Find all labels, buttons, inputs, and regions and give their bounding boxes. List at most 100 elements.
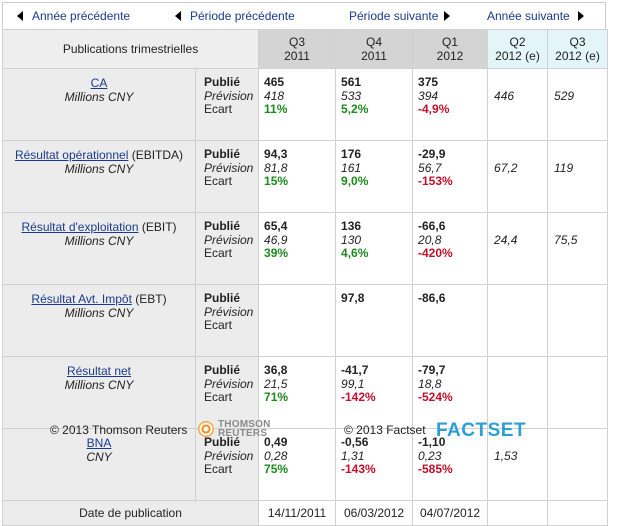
actual-cell: 94,3 81,8 15%: [258, 140, 337, 213]
forecast-value: [341, 306, 412, 320]
value-kind-label: Prévision: [204, 448, 254, 463]
publication-date-label: Date de publication: [1, 500, 260, 526]
triangle-left-icon: [17, 11, 23, 21]
triangle-right-icon: [577, 11, 584, 21]
gap-value: 71%: [264, 390, 289, 404]
published-value: 65,4: [264, 219, 288, 233]
forecast-value: 533: [341, 88, 362, 103]
period-year: 2012 (e): [555, 49, 600, 63]
forecast-value: 21,5: [264, 376, 288, 391]
value-kind-label: Prévision: [204, 160, 254, 175]
value-kind-label: Prévision: [204, 304, 254, 319]
actual-cell: -29,9 56,7 -153%: [412, 140, 489, 213]
actual-cell: -86,6: [412, 284, 489, 357]
actual-cell: 465 418 11%: [258, 68, 337, 141]
value-kind-label: Ecart: [204, 318, 233, 332]
value-kind-label: Prévision: [204, 232, 254, 247]
value-kind-label: Publié: [204, 363, 241, 377]
triangle-left-icon: [175, 11, 181, 21]
publication-date-row: Date de publication 14/11/2011 06/03/2012 0…: [1, 500, 609, 526]
published-value: 375: [418, 75, 439, 89]
value-kind-label: Prévision: [204, 88, 254, 103]
published-value: -29,9: [418, 147, 446, 161]
next-year-link[interactable]: Année suivante: [487, 9, 584, 23]
value-kind-label: Ecart: [204, 390, 233, 404]
estimate-cell: [547, 356, 609, 429]
metric-unit: Millions CNY: [64, 234, 134, 248]
published-value: 176: [341, 147, 362, 161]
published-value: -41,7: [341, 363, 369, 377]
previous-period-link[interactable]: Période précédente: [175, 9, 295, 23]
gap-value: 15%: [264, 174, 289, 188]
metric-suffix: (EBIT): [138, 220, 177, 234]
value-kind-label: Publié: [204, 147, 241, 161]
published-value: -1,10: [418, 435, 446, 449]
published-value: 94,3: [264, 147, 288, 161]
period-year: 2012 (e): [495, 49, 540, 63]
metric-label: CA Millions CNY: [2, 68, 196, 141]
table-header-label: Publications trimestrielles: [1, 29, 260, 69]
factset-copyright: © 2013 Factset: [344, 423, 426, 437]
metric-link[interactable]: Résultat d'exploitation: [21, 220, 139, 234]
metric-link[interactable]: Résultat opérationnel: [14, 148, 129, 162]
period-header: Q4 2011: [335, 29, 414, 69]
forecast-value: 418: [264, 88, 285, 103]
published-value: 561: [341, 75, 362, 89]
estimate-cell: 529: [547, 68, 609, 141]
value-kinds: Publié Prévision Ecart: [194, 212, 260, 285]
previous-year-link[interactable]: Année précédente: [17, 9, 130, 23]
published-value: 0,49: [264, 435, 288, 449]
value-kind-label: Publié: [204, 75, 241, 89]
forecast-value: 0,28: [264, 448, 288, 463]
metric-link[interactable]: CA: [90, 76, 108, 90]
value-kinds: Publié Prévision Ecart: [194, 356, 260, 429]
value-kind-label: Ecart: [204, 174, 233, 188]
publication-date: [487, 500, 549, 526]
gap-value: [418, 319, 487, 333]
published-value: -0,56: [341, 435, 369, 449]
quarterly-results-table: Publications trimestrielles Q3 2011 Q4 2011…: [1, 29, 609, 526]
actual-cell: -66,6 20,8 -420%: [412, 212, 489, 285]
table-row: Résultat net Millions CNY Publié Prévision E…: [2, 356, 609, 429]
published-value: -86,6: [418, 291, 446, 305]
period-quarter: Q3: [289, 35, 306, 49]
period-year: 2011: [284, 49, 310, 63]
gap-value: -524%: [418, 390, 453, 404]
gap-value: 11%: [264, 102, 288, 116]
metric-link[interactable]: BNA: [86, 436, 112, 450]
forecast-value: [418, 306, 487, 320]
metric-label: Résultat Avt. Impôt (EBT) Millions CNY: [2, 284, 196, 357]
metric-link[interactable]: Résultat net: [66, 364, 132, 378]
next-period-link[interactable]: Période suivante: [349, 9, 451, 23]
gap-value: -420%: [418, 246, 453, 260]
metric-unit: Millions CNY: [64, 306, 134, 320]
publication-date: 06/03/2012: [335, 500, 414, 526]
metric-label: Résultat net Millions CNY: [2, 356, 196, 429]
period-header: Q3 2012 (e): [547, 29, 609, 69]
actual-cell: 97,8: [335, 284, 414, 357]
forecast-value: 1,31: [341, 448, 365, 463]
estimate-cell: 446: [487, 68, 549, 141]
forecast-value: 20,8: [418, 232, 442, 247]
value-kind-label: Ecart: [204, 246, 233, 260]
forecast-value: 81,8: [264, 160, 288, 175]
published-value: -79,7: [418, 363, 446, 377]
period-quarter: Q4: [366, 35, 383, 49]
forecast-value: [264, 306, 335, 320]
estimate-cell: 75,5: [547, 212, 609, 285]
actual-cell: 375 394 -4,9%: [412, 68, 489, 141]
metric-link[interactable]: Résultat Avt. Impôt: [31, 292, 132, 306]
forecast-value: 161: [341, 160, 362, 175]
metric-unit: CNY: [86, 450, 112, 464]
estimate-cell: [487, 284, 549, 357]
actual-cell: 65,4 46,9 39%: [258, 212, 337, 285]
estimate-cell: [547, 284, 609, 357]
gap-value: 39%: [264, 246, 289, 260]
published-value: 465: [264, 75, 285, 89]
period-header: Q3 2011: [258, 29, 337, 69]
forecast-value: 46,9: [264, 232, 288, 247]
metric-unit: Millions CNY: [64, 378, 134, 392]
value-kinds: Publié Prévision Ecart: [194, 68, 260, 141]
actual-cell: 176 161 9,0%: [335, 140, 414, 213]
next-period-label: Période suivante: [349, 9, 439, 23]
